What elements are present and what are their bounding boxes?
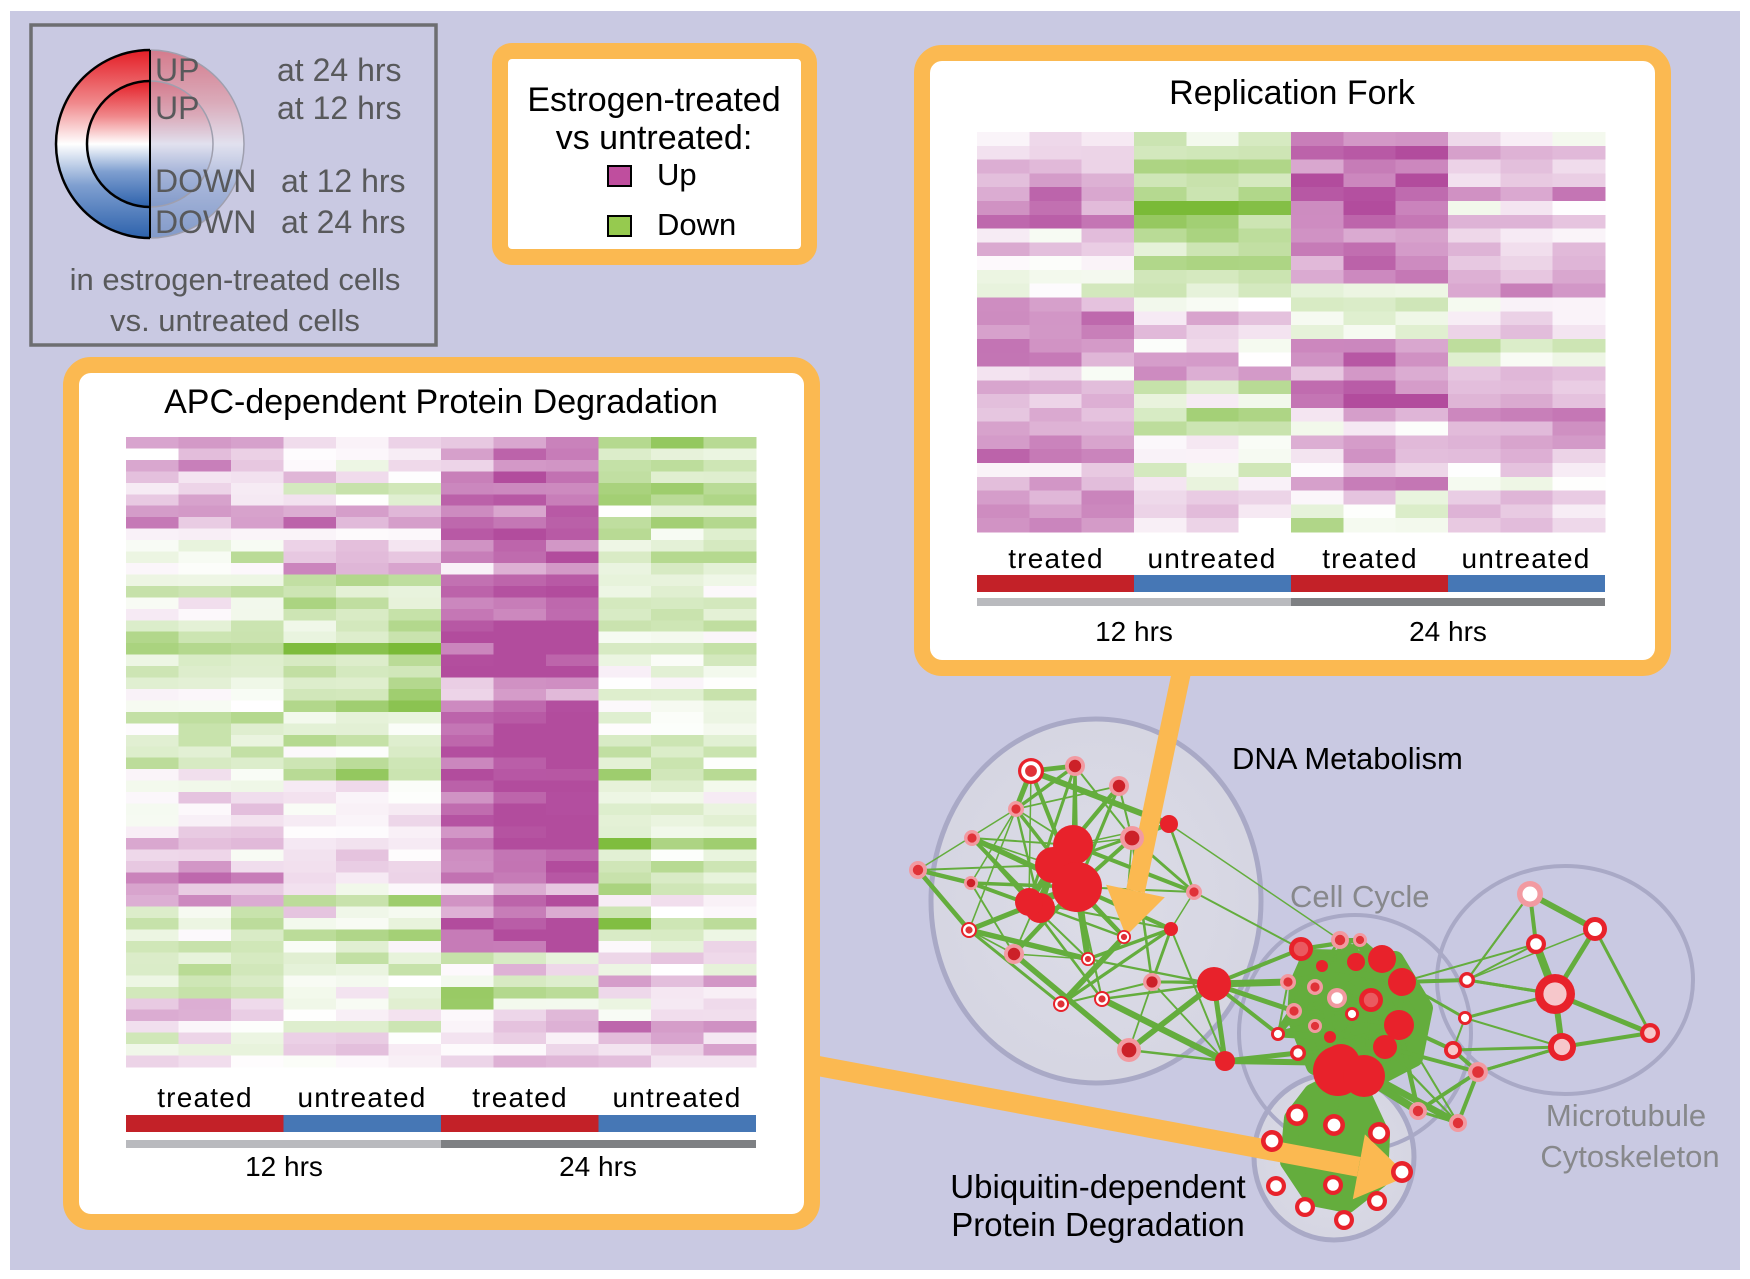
svg-text:in estrogen-treated cells: in estrogen-treated cells [70,262,401,297]
svg-text:UP: UP [155,52,199,88]
svg-text:DOWN: DOWN [155,163,256,199]
svg-text:APC-dependent Protein Degradat: APC-dependent Protein Degradation [164,383,718,421]
svg-text:untreated: untreated [1147,543,1276,574]
svg-text:Cell Cycle: Cell Cycle [1290,879,1430,914]
svg-text:treated: treated [157,1082,253,1113]
svg-text:vs. untreated cells: vs. untreated cells [110,303,360,338]
svg-text:Ubiquitin-dependent: Ubiquitin-dependent [950,1168,1245,1205]
svg-text:at 24 hrs: at 24 hrs [277,52,402,88]
svg-text:Cytoskeleton: Cytoskeleton [1540,1139,1719,1174]
svg-text:12 hrs: 12 hrs [1095,616,1173,647]
svg-text:at 12 hrs: at 12 hrs [281,163,406,199]
svg-text:DNA Metabolism: DNA Metabolism [1232,741,1463,776]
svg-text:DOWN: DOWN [155,204,256,240]
svg-text:at 24 hrs: at 24 hrs [281,204,406,240]
svg-text:24 hrs: 24 hrs [559,1151,637,1182]
svg-text:Up: Up [657,157,697,192]
svg-text:Microtubule: Microtubule [1546,1098,1706,1133]
svg-text:treated: treated [1322,543,1418,574]
svg-text:vs untreated:: vs untreated: [556,119,753,157]
svg-text:Protein Degradation: Protein Degradation [951,1206,1245,1243]
svg-text:untreated: untreated [1461,543,1590,574]
svg-text:at 12 hrs: at 12 hrs [277,90,402,126]
svg-text:12 hrs: 12 hrs [245,1151,323,1182]
svg-text:untreated: untreated [612,1082,741,1113]
svg-text:treated: treated [472,1082,568,1113]
svg-text:Replication Fork: Replication Fork [1169,74,1416,112]
svg-text:Down: Down [657,207,736,242]
svg-text:untreated: untreated [297,1082,426,1113]
svg-text:UP: UP [155,90,199,126]
svg-text:Estrogen-treated: Estrogen-treated [527,81,780,119]
svg-text:treated: treated [1008,543,1104,574]
svg-text:24 hrs: 24 hrs [1409,616,1487,647]
